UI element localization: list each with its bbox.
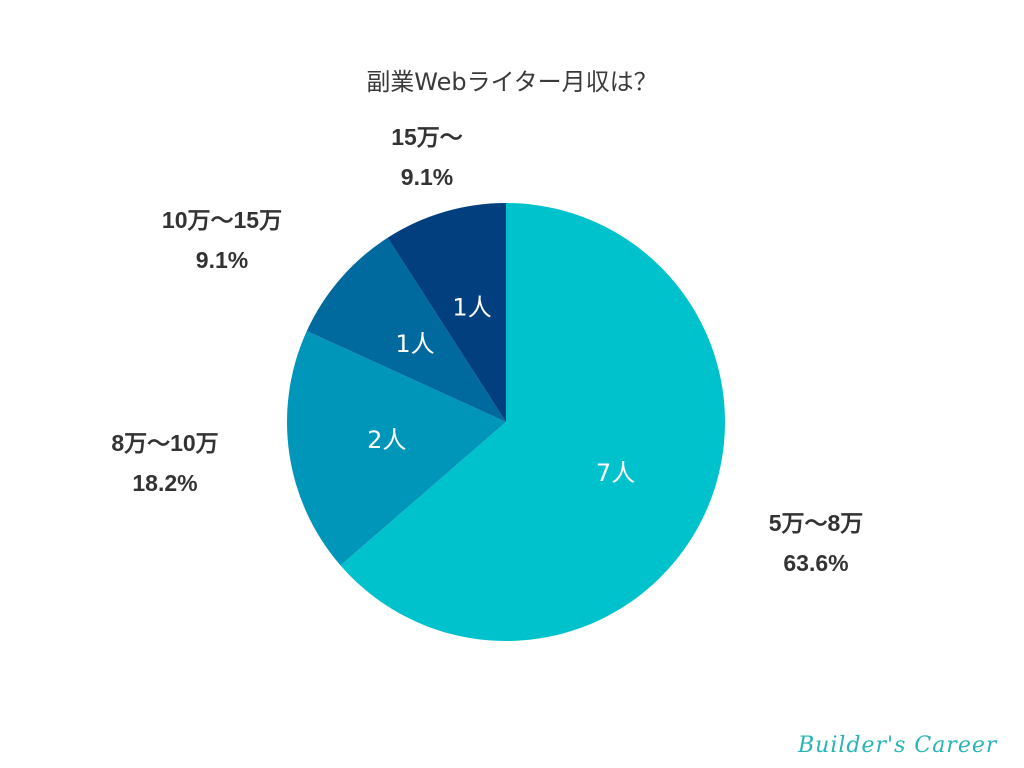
category-range: 5万〜8万 [768, 510, 864, 536]
category-range: 10万〜15万 [161, 207, 283, 233]
slice-count-label: 1人 [395, 330, 434, 358]
category-range: 15万〜 [391, 124, 463, 150]
category-label: 8万〜10万 18.2% [111, 423, 218, 503]
slice-count-label: 7人 [596, 459, 635, 487]
pie-slice-2 [287, 331, 506, 566]
pie-slice-1 [340, 203, 725, 642]
category-label: 15万〜 9.1% [391, 117, 463, 197]
slice-count-label: 1人 [452, 293, 491, 321]
chart-title: 副業Webライター月収は？ [366, 68, 658, 96]
category-percent: 9.1% [400, 164, 454, 190]
slice-count-label: 2人 [367, 426, 406, 454]
pie-slice-4 [387, 203, 506, 422]
category-label: 5万〜8万 63.6% [769, 503, 864, 583]
category-percent: 63.6% [783, 550, 849, 576]
watermark-logo: Builder's Career [798, 733, 998, 758]
category-range: 8万〜10万 [111, 430, 219, 456]
pie-slice-3 [306, 237, 506, 422]
category-percent: 18.2% [132, 470, 198, 496]
category-label: 10万〜15万 9.1% [162, 200, 282, 280]
category-percent: 9.1% [195, 247, 249, 273]
